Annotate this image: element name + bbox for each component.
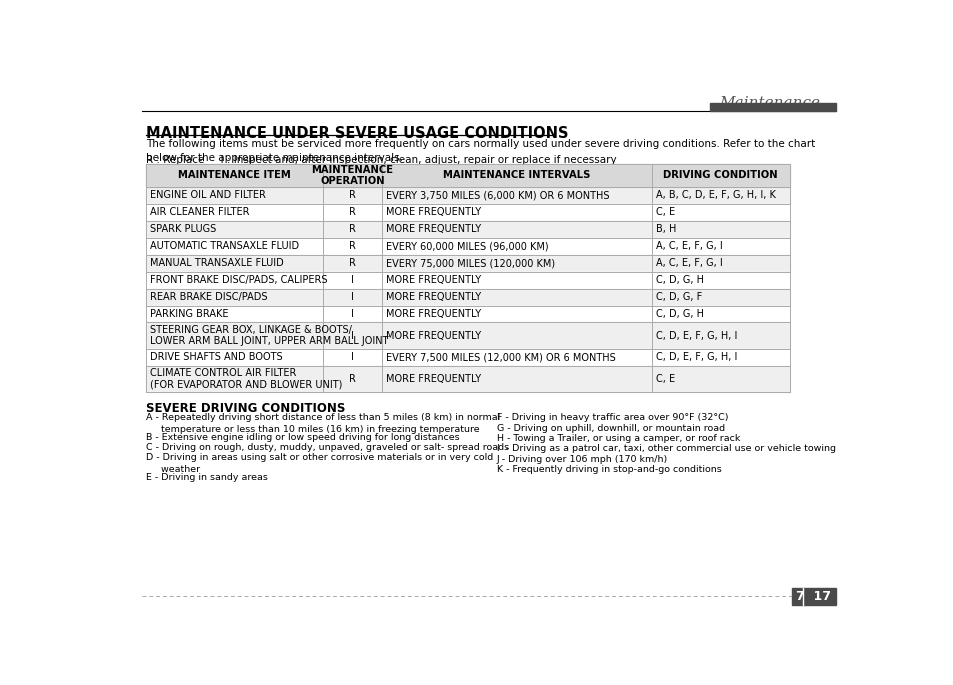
Text: C, D, G, H: C, D, G, H [655, 275, 702, 285]
Text: R: R [349, 208, 355, 217]
Text: I: I [351, 275, 354, 285]
Text: EVERY 7,500 MILES (12,000 KM) OR 6 MONTHS: EVERY 7,500 MILES (12,000 KM) OR 6 MONTH… [385, 352, 615, 362]
Text: REAR BRAKE DISC/PADS: REAR BRAKE DISC/PADS [150, 292, 268, 302]
Text: R: R [349, 241, 355, 251]
Text: C, E: C, E [655, 208, 674, 217]
Bar [146, 323, 789, 349]
Text: MAINTENANCE ITEM: MAINTENANCE ITEM [178, 171, 291, 180]
Bar [146, 366, 789, 392]
Text: A, C, E, F, G, I: A, C, E, F, G, I [655, 241, 721, 251]
Text: MAINTENANCE INTERVALS: MAINTENANCE INTERVALS [443, 171, 590, 180]
Text: SEVERE DRIVING CONDITIONS: SEVERE DRIVING CONDITIONS [146, 401, 345, 414]
Text: MORE FREQUENTLY: MORE FREQUENTLY [385, 275, 480, 285]
Text: G - Driving on uphill, downhill, or mountain road: G - Driving on uphill, downhill, or moun… [497, 424, 724, 433]
Text: EVERY 75,000 MILES (120,000 KM): EVERY 75,000 MILES (120,000 KM) [385, 258, 555, 268]
Bar [146, 272, 789, 288]
Bar [146, 164, 789, 187]
Bar [146, 221, 789, 238]
Text: C, D, G, F: C, D, G, F [655, 292, 701, 302]
Text: H - Towing a Trailer, or using a camper, or roof rack: H - Towing a Trailer, or using a camper,… [497, 434, 740, 443]
Text: C, E: C, E [655, 373, 674, 384]
Text: Maintenance: Maintenance [719, 96, 820, 110]
Text: MAINTENANCE
OPERATION: MAINTENANCE OPERATION [312, 164, 393, 186]
Text: MORE FREQUENTLY: MORE FREQUENTLY [385, 292, 480, 302]
Bar [146, 187, 789, 204]
Text: MANUAL TRANSAXLE FLUID: MANUAL TRANSAXLE FLUID [150, 258, 284, 268]
Text: C, D, E, F, G, H, I: C, D, E, F, G, H, I [655, 331, 736, 340]
Text: MORE FREQUENTLY: MORE FREQUENTLY [385, 208, 480, 217]
Text: The following items must be serviced more frequently on cars normally used under: The following items must be serviced mor… [146, 139, 815, 163]
Text: F - Driving in heavy traffic area over 90°F (32°C): F - Driving in heavy traffic area over 9… [497, 413, 727, 422]
Text: STEERING GEAR BOX, LINKAGE & BOOTS/
LOWER ARM BALL JOINT, UPPER ARM BALL JOINT: STEERING GEAR BOX, LINKAGE & BOOTS/ LOWE… [150, 325, 388, 347]
Text: J - Driving over 106 mph (170 km/h): J - Driving over 106 mph (170 km/h) [497, 455, 667, 464]
Text: C - Driving on rough, dusty, muddy, unpaved, graveled or salt- spread roads: C - Driving on rough, dusty, muddy, unpa… [146, 443, 509, 452]
Text: A, B, C, D, E, F, G, H, I, K: A, B, C, D, E, F, G, H, I, K [655, 190, 775, 201]
Bar [146, 255, 789, 272]
Bar [146, 238, 789, 255]
Bar [146, 306, 789, 323]
Text: MORE FREQUENTLY: MORE FREQUENTLY [385, 309, 480, 319]
Bar [709, 103, 835, 112]
Text: ENGINE OIL AND FILTER: ENGINE OIL AND FILTER [150, 190, 266, 201]
Text: DRIVE SHAFTS AND BOOTS: DRIVE SHAFTS AND BOOTS [150, 352, 283, 362]
Text: I: I [351, 352, 354, 362]
Bar [146, 349, 789, 366]
Text: R: R [349, 258, 355, 268]
Bar [146, 204, 789, 221]
Text: MORE FREQUENTLY: MORE FREQUENTLY [385, 224, 480, 234]
Text: PARKING BRAKE: PARKING BRAKE [150, 309, 229, 319]
Text: I: I [351, 309, 354, 319]
Text: B, H: B, H [655, 224, 676, 234]
Text: MAINTENANCE UNDER SEVERE USAGE CONDITIONS: MAINTENANCE UNDER SEVERE USAGE CONDITION… [146, 126, 568, 141]
Text: SPARK PLUGS: SPARK PLUGS [150, 224, 216, 234]
Text: R: R [349, 373, 355, 384]
Text: A - Repeatedly driving short distance of less than 5 miles (8 km) in normal
    : A - Repeatedly driving short distance of… [146, 413, 500, 434]
Text: I  - Driving as a patrol car, taxi, other commercial use or vehicle towing: I - Driving as a patrol car, taxi, other… [497, 445, 835, 453]
Text: MORE FREQUENTLY: MORE FREQUENTLY [385, 331, 480, 340]
Text: B - Extensive engine idling or low speed driving for long distances: B - Extensive engine idling or low speed… [146, 432, 459, 442]
Text: I: I [351, 331, 354, 340]
Text: R: R [349, 190, 355, 201]
Text: MORE FREQUENTLY: MORE FREQUENTLY [385, 373, 480, 384]
Text: C, D, G, H: C, D, G, H [655, 309, 702, 319]
Text: AIR CLEANER FILTER: AIR CLEANER FILTER [150, 208, 250, 217]
Bar [146, 288, 789, 306]
Text: R: R [349, 224, 355, 234]
Text: EVERY 3,750 MILES (6,000 KM) OR 6 MONTHS: EVERY 3,750 MILES (6,000 KM) OR 6 MONTHS [385, 190, 609, 201]
Text: C, D, E, F, G, H, I: C, D, E, F, G, H, I [655, 352, 736, 362]
Text: DRIVING CONDITION: DRIVING CONDITION [662, 171, 777, 180]
Text: FRONT BRAKE DISC/PADS, CALIPERS: FRONT BRAKE DISC/PADS, CALIPERS [150, 275, 328, 285]
Text: AUTOMATIC TRANSAXLE FLUID: AUTOMATIC TRANSAXLE FLUID [150, 241, 299, 251]
Text: CLIMATE CONTROL AIR FILTER
(FOR EVAPORATOR AND BLOWER UNIT): CLIMATE CONTROL AIR FILTER (FOR EVAPORAT… [150, 368, 342, 390]
Text: K - Frequently driving in stop-and-go conditions: K - Frequently driving in stop-and-go co… [497, 465, 720, 474]
Text: D - Driving in areas using salt or other corrosive materials or in very cold
   : D - Driving in areas using salt or other… [146, 453, 493, 474]
Bar [791, 588, 835, 605]
Text: R : Replace     I : Inspect and, after inspection, clean, adjust, repair or repl: R : Replace I : Inspect and, after inspe… [146, 155, 617, 164]
Text: EVERY 60,000 MILES (96,000 KM): EVERY 60,000 MILES (96,000 KM) [385, 241, 548, 251]
Text: E - Driving in sandy areas: E - Driving in sandy areas [146, 473, 268, 482]
Text: A, C, E, F, G, I: A, C, E, F, G, I [655, 258, 721, 268]
Text: I: I [351, 292, 354, 302]
Text: 7  17: 7 17 [796, 590, 830, 603]
